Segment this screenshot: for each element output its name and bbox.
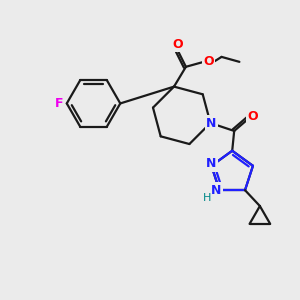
Text: O: O bbox=[203, 55, 214, 68]
Text: O: O bbox=[248, 110, 258, 123]
Text: N: N bbox=[206, 157, 217, 170]
Text: F: F bbox=[55, 97, 63, 110]
Text: H: H bbox=[203, 193, 212, 203]
Text: N: N bbox=[206, 116, 217, 130]
Text: N: N bbox=[211, 184, 222, 197]
Text: O: O bbox=[173, 38, 183, 50]
